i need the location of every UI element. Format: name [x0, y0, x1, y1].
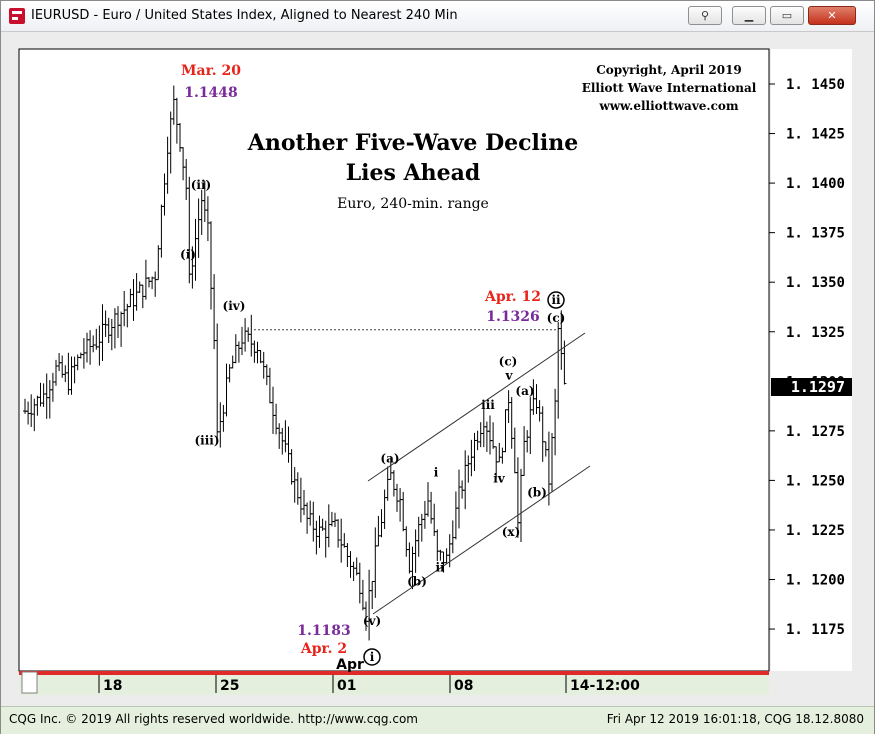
date-axis — [19, 675, 769, 695]
copyright-line1: Copyright, April 2019 — [596, 63, 742, 77]
wave-label-8: i — [434, 465, 439, 479]
low-date-label: Apr. 2 — [300, 641, 347, 657]
close-icon: ✕ — [827, 9, 837, 22]
price-axis — [771, 49, 852, 671]
link-icon: ⚲ — [700, 9, 710, 22]
date-tick-3: 08 — [454, 678, 473, 694]
date-tick-2: 01 — [337, 678, 356, 694]
price-tick-8: 1. 1250 — [786, 473, 845, 489]
wave-label-7: (b) — [407, 574, 427, 588]
wave-label-17: (c) — [547, 311, 566, 325]
last-price-label: 1.1297 — [791, 378, 845, 396]
minimize-icon: ▁ — [744, 9, 754, 22]
wave-label-2: (iii) — [194, 434, 219, 448]
wave-label-12: v — [505, 368, 514, 382]
wave-label-3: (iv) — [223, 299, 246, 313]
close-button[interactable]: ✕ — [808, 6, 856, 25]
wave-label-0: (i) — [180, 247, 196, 261]
channel-lower — [372, 465, 591, 615]
scroll-handle[interactable] — [21, 671, 38, 694]
price-tick-1: 1. 1425 — [786, 127, 845, 143]
minimize-button[interactable]: ▁ — [732, 6, 766, 25]
wave-label-15: (a) — [515, 384, 534, 398]
price-tick-11: 1. 1175 — [786, 622, 845, 638]
wave-label-9: ii — [435, 561, 445, 575]
wave-label-14: (x) — [502, 525, 521, 539]
plot-area — [18, 48, 770, 672]
price-tick-2: 1. 1400 — [786, 176, 845, 192]
price-tick-5: 1. 1325 — [786, 325, 845, 341]
price-bars — [23, 85, 567, 641]
copyright-line2: Elliott Wave International — [582, 81, 757, 95]
apr12-date-label: Apr. 12 — [484, 289, 541, 305]
chart-area[interactable]: 1. 1450 1. 1425 1. 1400 1. 1375 1. 1350 1. 13… — [1, 1, 874, 706]
wave-label-10: iii — [481, 398, 495, 412]
cqg-app-icon — [9, 8, 25, 24]
price-tick-0: 1. 1450 — [786, 77, 845, 93]
status-bar: CQG Inc. © 2019 All rights reserved worl… — [1, 706, 874, 734]
high-date-label: Mar. 20 — [181, 63, 241, 79]
wave-labels: (i)(ii)(iii)(iv)(v)i(a)(b)iiiiiiivv(c)(x… — [180, 178, 566, 666]
date-tick-1: 25 — [220, 678, 239, 694]
price-tick-7: 1. 1275 — [786, 424, 845, 440]
high-price-label: 1.1448 — [184, 85, 238, 101]
wave-label-4: (v) — [363, 614, 381, 628]
wave-circle-18 — [547, 291, 565, 309]
chart-overlays — [254, 329, 591, 615]
last-price-marker — [771, 378, 852, 396]
chart-title-line2: Lies Ahead — [346, 160, 481, 186]
tools-button[interactable]: ⚲ — [688, 6, 722, 25]
chart-subtitle: Euro, 240-min. range — [337, 196, 489, 212]
apr12-price-label: 1.1326 — [486, 309, 540, 325]
wave-label-5: i — [370, 650, 375, 664]
low-price-label: 1.1183 — [297, 623, 351, 639]
channel-upper — [367, 332, 586, 482]
wave-circle-5 — [363, 648, 381, 666]
date-tick-labels: 18 25 01 08 14-12:00 — [98, 675, 640, 694]
wave-label-6: (a) — [380, 452, 399, 466]
price-bar-174 — [562, 340, 567, 385]
month-label: Apr — [336, 657, 364, 673]
copyright-line3: www.elliottwave.com — [598, 99, 739, 113]
axis-color-band — [19, 671, 769, 675]
price-tick-3: 1. 1375 — [786, 226, 845, 242]
status-timestamp: Fri Apr 12 2019 16:01:18, CQG 18.12.8080 — [606, 712, 864, 726]
title-bar[interactable]: IEURUSD - Euro / United States Index, Al… — [1, 1, 874, 32]
date-tick-4: 14-12:00 — [570, 678, 640, 694]
wave-label-11: iv — [493, 471, 506, 485]
wave-label-16: (b) — [527, 485, 547, 499]
price-tick-4: 1. 1350 — [786, 275, 845, 291]
price-tick-9: 1. 1225 — [786, 523, 845, 539]
wave-label-18: ii — [551, 293, 561, 307]
price-tick-10: 1. 1200 — [786, 573, 845, 589]
price-tick-labels: 1. 1450 1. 1425 1. 1400 1. 1375 1. 1350 1. 13… — [769, 77, 845, 638]
chart-title-line1: Another Five-Wave Decline — [247, 130, 579, 156]
window-title: IEURUSD - Euro / United States Index, Al… — [31, 8, 458, 23]
status-copyright: CQG Inc. © 2019 All rights reserved worl… — [9, 712, 418, 726]
wave-label-13: (c) — [499, 354, 518, 368]
maximize-icon: ▭ — [781, 9, 793, 22]
date-tick-0: 18 — [103, 678, 122, 694]
wave-label-1: (ii) — [191, 178, 211, 192]
maximize-button[interactable]: ▭ — [770, 6, 804, 25]
